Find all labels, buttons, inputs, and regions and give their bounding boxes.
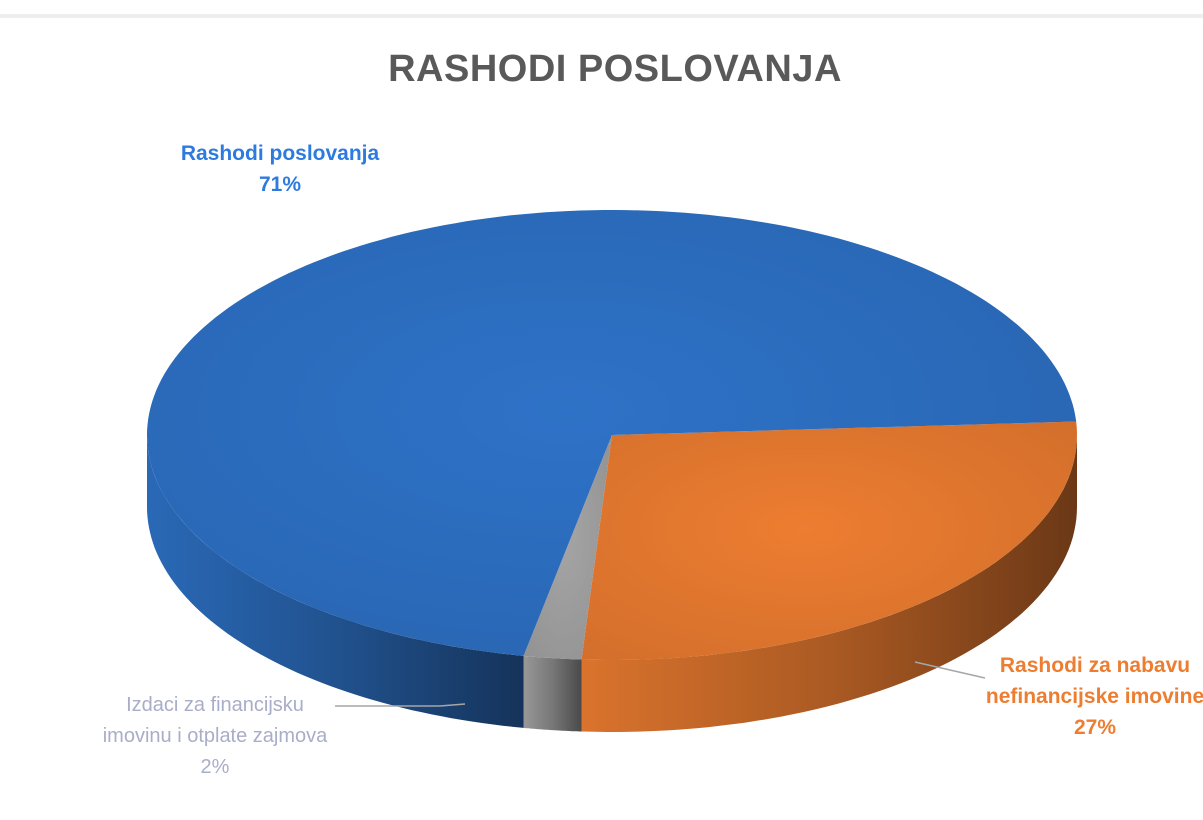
slice-label-name: Rashodi poslovanja <box>180 142 380 165</box>
slice-label-name: Rashodi za nabavu nefinancijske imovine <box>985 654 1203 708</box>
slice-label-name: Izdaci za financijsku imovinu i otplate … <box>102 694 328 747</box>
slice-label-value: 27% <box>1073 716 1117 739</box>
pie-slice-side <box>147 435 524 728</box>
pie-slice-0 <box>147 210 1077 656</box>
slice-label-value: 71% <box>258 173 302 196</box>
pie-slice-side <box>581 435 1077 732</box>
chart-title: RASHODI POSLOVANJA <box>388 48 842 90</box>
slice-label-rashodi-poslovanja: Rashodi poslovanja 71% <box>150 138 410 200</box>
slice-label-nefinancijska-imovina: Rashodi za nabavu nefinancijske imovine … <box>965 650 1203 743</box>
pie-slice-1 <box>581 421 1077 660</box>
leader-line-financijska <box>335 703 466 707</box>
slice-label-value: 2% <box>200 756 230 778</box>
pie-slice-side <box>523 655 582 732</box>
leader-line-nefinancijska <box>914 661 986 679</box>
slice-label-financijska-imovina: Izdaci za financijsku imovinu i otplate … <box>100 690 330 783</box>
top-edge <box>0 14 1203 18</box>
pie-slice-2 <box>523 435 612 660</box>
